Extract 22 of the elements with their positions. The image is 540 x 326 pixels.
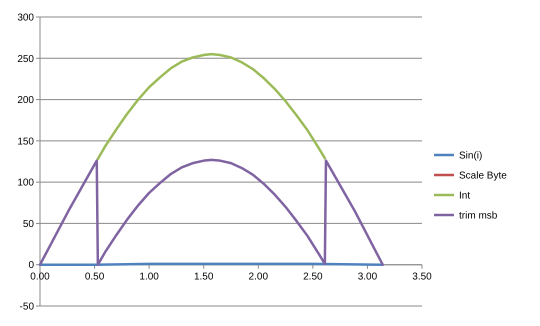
- x-tick-label: 0.00: [30, 272, 50, 283]
- x-tick-label: 3.50: [412, 272, 432, 283]
- x-tick-label: 3.00: [358, 272, 378, 283]
- legend-label: Sin(i): [459, 150, 482, 162]
- y-tick-label: 150: [17, 136, 34, 148]
- y-tick-label: 200: [17, 95, 34, 106]
- x-tick-label: 2.50: [303, 272, 324, 283]
- y-tick-label: 0: [28, 260, 34, 272]
- y-tick-label: 300: [17, 12, 34, 24]
- y-tick-label: 100: [17, 178, 34, 189]
- y-tick-label: 250: [17, 54, 34, 65]
- y-tick-label: -50: [20, 302, 34, 312]
- legend-label: trim msb: [459, 210, 498, 222]
- legend-label: Scale Byte: [459, 170, 508, 182]
- x-tick-label: 0.50: [84, 272, 105, 283]
- line-series: [38, 158, 384, 266]
- x-tick-label: 1.00: [139, 272, 160, 283]
- y-tick-label: 50: [22, 218, 34, 230]
- x-tick-label: 2.00: [248, 272, 268, 283]
- x-tick-label: 1.50: [194, 272, 214, 283]
- legend-label: Int: [459, 190, 470, 202]
- line-series: [96, 52, 326, 160]
